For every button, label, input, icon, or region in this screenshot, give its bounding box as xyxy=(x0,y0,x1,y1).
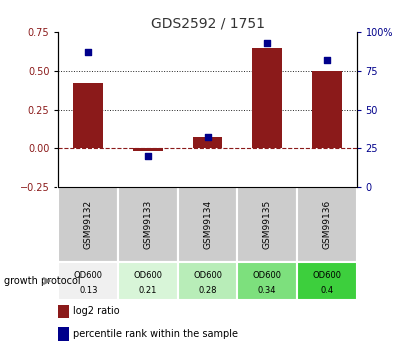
Text: 0.21: 0.21 xyxy=(139,286,157,295)
Bar xyxy=(252,48,282,148)
Text: log2 ratio: log2 ratio xyxy=(73,306,119,316)
Text: OD600: OD600 xyxy=(74,271,103,280)
Title: GDS2592 / 1751: GDS2592 / 1751 xyxy=(151,17,264,31)
Point xyxy=(204,135,211,140)
Text: GSM99132: GSM99132 xyxy=(84,200,93,249)
Text: OD600: OD600 xyxy=(253,271,282,280)
Text: OD600: OD600 xyxy=(312,271,341,280)
Bar xyxy=(237,262,297,300)
Text: GSM99135: GSM99135 xyxy=(263,200,272,249)
Text: 0.13: 0.13 xyxy=(79,286,98,295)
Text: growth protocol: growth protocol xyxy=(4,276,81,286)
Text: 0.28: 0.28 xyxy=(198,286,217,295)
Bar xyxy=(133,148,163,151)
Point xyxy=(324,57,330,63)
Bar xyxy=(312,71,342,148)
Bar xyxy=(58,305,69,318)
Point xyxy=(264,40,270,46)
Bar xyxy=(297,187,357,262)
Bar xyxy=(193,137,222,148)
Text: GSM99136: GSM99136 xyxy=(322,200,331,249)
Bar xyxy=(237,187,297,262)
Bar xyxy=(178,187,237,262)
Text: 0.34: 0.34 xyxy=(258,286,276,295)
Text: GSM99134: GSM99134 xyxy=(203,200,212,249)
Bar xyxy=(297,262,357,300)
Bar xyxy=(178,262,237,300)
Bar xyxy=(118,187,178,262)
Point xyxy=(85,49,91,55)
Text: OD600: OD600 xyxy=(193,271,222,280)
Text: 0.4: 0.4 xyxy=(320,286,333,295)
Bar xyxy=(58,262,118,300)
Bar xyxy=(73,83,103,148)
Text: OD600: OD600 xyxy=(133,271,162,280)
Bar xyxy=(118,262,178,300)
Text: percentile rank within the sample: percentile rank within the sample xyxy=(73,329,237,339)
Point xyxy=(145,153,151,159)
Text: GSM99133: GSM99133 xyxy=(143,200,152,249)
Bar xyxy=(58,327,69,341)
Bar xyxy=(58,187,118,262)
